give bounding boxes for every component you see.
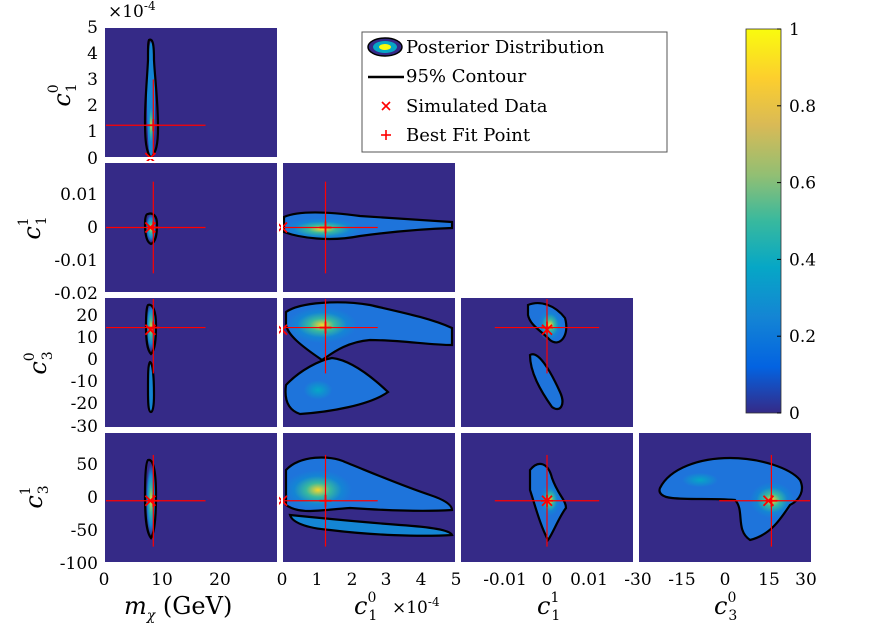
panel-mchi-c31 [104,432,278,563]
x-tick-label: -0.01 [483,570,527,590]
best-fit-marker [319,321,332,334]
y-tick-label: -0.02 [54,284,98,304]
contours-95 [143,38,804,542]
x-tick-label: 0 [277,570,288,590]
x-ticks-col2: -0.01 0 0.01 [483,570,608,590]
svg-text:c13: c1 3 [18,485,52,508]
panel-mchi-c30 [104,297,278,428]
x-tick-label: -30 [624,570,651,590]
x-tick-label: 30 [795,570,817,590]
colorbar-tick-label: 0.2 [789,327,816,347]
panel-mchi-c10 [104,27,278,158]
x-tick-label: 0 [99,570,110,590]
y-ticks-row2: 20 10 0 -10 -20 -30 [71,306,98,437]
legend-label: 95% Contour [406,66,527,87]
legend: Posterior Distribution 95% Contour Simul… [361,31,668,153]
x-tick-label: 15 [758,570,780,590]
legend-plus-marker [381,130,391,140]
best-fit-marker [319,494,332,507]
simulated-data-marker [541,324,553,336]
x-ticks-col0: 0 10 20 [99,570,231,590]
x-ticks-col1: 0 1 2 3 4 5 [277,570,462,590]
y-ticks-row0: 5 4 3 2 1 0 [87,18,98,169]
x-tick-label: 0 [720,570,731,590]
y-tick-label: 0 [87,149,98,169]
x-tick-label: 10 [151,570,173,590]
y-tick-label: 3 [87,70,98,90]
y-tick-label: 5 [87,18,98,38]
colorbar: 0 0.2 0.4 0.6 0.8 1 [745,20,816,424]
x-tick-label: 20 [209,570,231,590]
y-tick-label: 2 [87,96,98,116]
svg-text:c03: c0 3 [22,351,56,374]
legend-label: Posterior Distribution [406,37,605,58]
panel-frames [103,26,813,564]
y-tick-label: 0 [87,350,98,370]
svg-text:×10-4: ×10-4 [392,595,440,618]
simulated-data-marker [541,495,553,507]
colorbar-tick-label: 0.8 [789,97,816,117]
svg-text:c01: c0 1 [46,83,80,106]
colorbar-ticks: 0 0.2 0.4 0.6 0.8 1 [777,20,816,424]
y-axis-label-c30: c0 3 [22,351,56,374]
x-axis-label-c30: c0 3 [714,590,737,624]
svg-text:×10-4: ×10-4 [108,0,156,22]
y-axis-label-c31: c1 3 [18,485,52,508]
legend-posterior-swatch [367,37,403,57]
svg-text:c11: c1 1 [537,590,560,624]
best-fit-marker [319,221,332,234]
colorbar-tick-label: 0.6 [789,174,816,194]
colorbar-tick-label: 0 [789,404,800,424]
x-axis-label-c10: c0 1 [354,590,377,624]
y-scale-factor: ×10-4 [108,0,156,22]
y-tick-label: -10 [71,372,98,392]
x-tick-label: 1 [312,570,323,590]
y-tick-label: 4 [87,44,98,64]
y-tick-label: -50 [71,521,98,541]
legend-label: Best Fit Point [406,125,531,146]
marker-layer [106,79,810,547]
x-tick-label: 0.01 [570,570,608,590]
x-tick-label: 4 [416,570,427,590]
y-axis-label-c10: c0 1 [46,83,80,106]
y-ticks-row3: 50 0 -50 -100 [60,455,98,574]
y-tick-label: 10 [76,328,98,348]
y-ticks-row1: 0.01 0 -0.01 -0.02 [54,185,98,304]
y-tick-label: -20 [71,394,98,414]
svg-text:c03: c0 3 [714,590,737,624]
y-tick-label: -0.01 [54,251,98,271]
y-tick-label: 0 [87,488,98,508]
x-ticks-col3: -30 -15 0 15 30 [624,570,817,590]
y-tick-label: 1 [87,122,98,142]
legend-x-marker [381,101,391,111]
best-fit-marker [147,119,160,132]
simulated-data-marker [144,324,157,336]
svg-text:c11: c1 1 [16,216,50,239]
y-tick-label: 0.01 [60,185,98,205]
x-tick-label: 3 [381,570,392,590]
x-scale-factor: ×10-4 [392,595,440,618]
best-fit-marker [541,321,553,334]
legend-label: Simulated Data [406,96,548,117]
y-tick-label: -100 [60,554,98,574]
simulated-data-marker [762,495,775,507]
colorbar-tick-label: 0.4 [789,250,816,270]
y-axis-label-c11: c1 1 [16,216,50,239]
y-tick-label: -30 [71,417,98,437]
svg-text:mχ (GeV): mχ (GeV) [124,592,232,624]
x-tick-label: 2 [347,570,358,590]
y-tick-label: 20 [76,306,98,326]
x-axis-label-c11: c1 1 [537,590,560,624]
simulated-data-marker [144,495,157,507]
x-tick-label: 0 [542,570,553,590]
y-tick-label: 0 [87,218,98,238]
simulated-data-marker [144,221,157,234]
x-axis-label-mchi: mχ (GeV) [124,592,232,624]
svg-text:c01: c0 1 [354,590,377,624]
y-tick-label: 50 [76,455,98,475]
colorbar-tick-label: 1 [789,20,800,40]
x-tick-label: 5 [451,570,462,590]
x-tick-label: -15 [668,570,695,590]
